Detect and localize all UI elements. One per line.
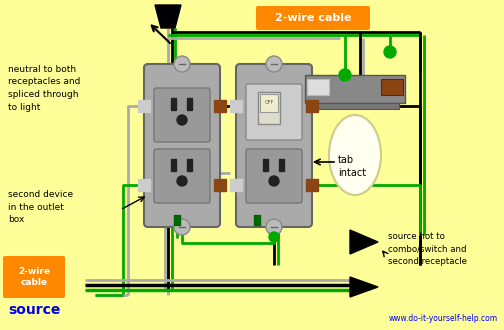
Polygon shape [350,230,378,254]
Circle shape [174,219,190,235]
Bar [214,100,226,112]
Circle shape [174,56,190,72]
Bar [263,159,268,171]
FancyBboxPatch shape [3,256,65,298]
Text: OFF: OFF [265,101,274,106]
Bar [230,179,242,191]
Text: source hot to
combo/switch and
second receptacle: source hot to combo/switch and second re… [388,232,467,266]
Bar [254,215,260,225]
Circle shape [384,46,396,58]
Text: 2-wire
cable: 2-wire cable [18,267,50,287]
Bar [279,159,284,171]
Circle shape [266,56,282,72]
Bar [187,98,192,110]
Bar [307,79,329,95]
Circle shape [266,219,282,235]
FancyBboxPatch shape [154,88,210,142]
Bar [174,215,180,225]
Text: www.do-it-yourself-help.com: www.do-it-yourself-help.com [389,314,498,323]
Bar [381,79,403,95]
Bar [305,75,405,103]
Bar [214,179,226,191]
Text: tab
intact: tab intact [338,155,366,178]
Circle shape [177,115,187,125]
Bar [138,179,150,191]
Text: second device
in the outlet
box: second device in the outlet box [8,190,73,224]
Bar [171,98,176,110]
Text: 2-wire cable: 2-wire cable [275,13,351,23]
Text: source: source [8,303,60,317]
Bar [171,159,176,171]
Bar [306,179,318,191]
Circle shape [269,232,279,242]
Polygon shape [350,277,378,297]
FancyBboxPatch shape [246,84,302,140]
Polygon shape [155,5,181,28]
Circle shape [269,176,279,186]
Bar [230,100,242,112]
FancyBboxPatch shape [154,149,210,203]
Bar [187,159,192,171]
Ellipse shape [329,115,381,195]
Bar [258,92,280,124]
Bar [260,94,278,112]
Text: neutral to both
receptacles and
spliced through
to light: neutral to both receptacles and spliced … [8,65,80,112]
Bar [311,103,399,109]
FancyBboxPatch shape [144,64,220,227]
FancyBboxPatch shape [246,149,302,203]
Circle shape [339,69,351,81]
FancyBboxPatch shape [256,6,370,30]
Bar [138,100,150,112]
Circle shape [177,176,187,186]
FancyBboxPatch shape [236,64,312,227]
Bar [306,100,318,112]
